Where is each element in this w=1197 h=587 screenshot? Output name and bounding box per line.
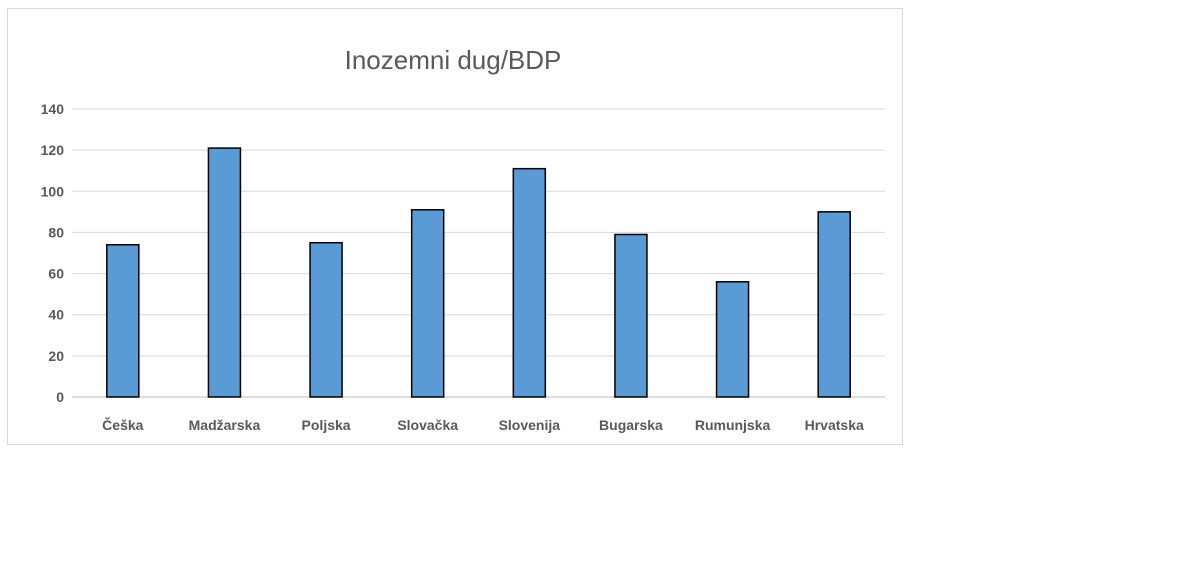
y-tick-label: 0 <box>56 389 64 405</box>
y-tick-label: 120 <box>41 142 65 158</box>
bar <box>614 233 648 398</box>
bar <box>817 211 851 398</box>
x-category-label: Slovenija <box>499 417 561 433</box>
bar <box>106 244 140 398</box>
x-category-label: Češka <box>102 416 143 433</box>
y-tick-label: 100 <box>41 183 65 199</box>
bar <box>715 281 750 398</box>
x-category-label: Rumunjska <box>695 417 771 433</box>
y-tick-label: 40 <box>48 307 64 323</box>
chart-title: Inozemni dug/BDP <box>345 45 562 75</box>
y-tick-label: 20 <box>48 348 64 364</box>
y-tick-label: 140 <box>41 101 65 117</box>
x-category-label: Slovačka <box>397 417 458 433</box>
x-category-label: Hrvatska <box>805 417 864 433</box>
y-tick-label: 80 <box>48 224 64 240</box>
x-category-label: Bugarska <box>599 417 663 433</box>
chart-frame: Inozemni dug/BDP 0 20 40 60 80 100 120 140 Češka… <box>7 8 903 445</box>
bar <box>410 209 445 398</box>
x-category-label: Poljska <box>302 417 351 433</box>
x-category-label: Madžarska <box>189 417 261 433</box>
bar <box>207 147 242 398</box>
y-tick-label: 60 <box>48 266 64 282</box>
bar-chart: Inozemni dug/BDP 0 20 40 60 80 100 120 140 Češka… <box>41 45 885 433</box>
bar <box>512 167 547 398</box>
bar <box>309 241 343 398</box>
